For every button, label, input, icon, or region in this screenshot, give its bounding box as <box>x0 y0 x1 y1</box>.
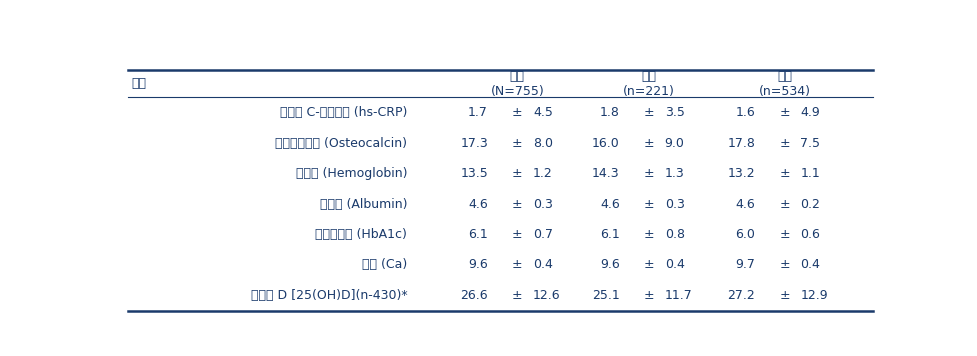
Text: (N=755): (N=755) <box>490 85 544 98</box>
Text: 1.2: 1.2 <box>532 167 553 180</box>
Text: 13.5: 13.5 <box>460 167 488 180</box>
Text: ±: ± <box>512 137 523 150</box>
Text: 14.3: 14.3 <box>592 167 619 180</box>
Text: 9.6: 9.6 <box>600 258 619 272</box>
Text: ±: ± <box>512 167 523 180</box>
Text: 1.6: 1.6 <box>736 106 755 119</box>
Text: 1.8: 1.8 <box>600 106 619 119</box>
Text: 칼슘 (Ca): 칼슘 (Ca) <box>362 258 407 272</box>
Text: 9.6: 9.6 <box>468 258 488 272</box>
Text: 11.7: 11.7 <box>664 289 693 302</box>
Text: 6.0: 6.0 <box>736 228 755 241</box>
Text: 0.8: 0.8 <box>664 228 685 241</box>
Text: ±: ± <box>644 106 655 119</box>
Text: ±: ± <box>780 137 790 150</box>
Text: 4.9: 4.9 <box>800 106 820 119</box>
Text: 1.7: 1.7 <box>468 106 488 119</box>
Text: 비타민 D [25(OH)D](n-430)*: 비타민 D [25(OH)D](n-430)* <box>251 289 407 302</box>
Text: 7.5: 7.5 <box>800 137 821 150</box>
Text: 17.3: 17.3 <box>460 137 488 150</box>
Text: 3.5: 3.5 <box>664 106 685 119</box>
Text: 4.5: 4.5 <box>532 106 553 119</box>
Text: 0.3: 0.3 <box>532 198 553 210</box>
Text: 6.1: 6.1 <box>468 228 488 241</box>
Text: 0.4: 0.4 <box>532 258 553 272</box>
Text: 17.8: 17.8 <box>728 137 755 150</box>
Text: ±: ± <box>512 228 523 241</box>
Text: 8.0: 8.0 <box>532 137 553 150</box>
Text: 9.0: 9.0 <box>664 137 685 150</box>
Text: ±: ± <box>644 228 655 241</box>
Text: 1.1: 1.1 <box>800 167 820 180</box>
Text: 전체: 전체 <box>510 70 525 83</box>
Text: 변수: 변수 <box>132 77 147 90</box>
Text: ±: ± <box>780 198 790 210</box>
Text: 13.2: 13.2 <box>728 167 755 180</box>
Text: 26.6: 26.6 <box>460 289 488 302</box>
Text: 0.4: 0.4 <box>664 258 685 272</box>
Text: 남자: 남자 <box>642 70 657 83</box>
Text: ±: ± <box>780 289 790 302</box>
Text: 16.0: 16.0 <box>592 137 619 150</box>
Text: ±: ± <box>780 167 790 180</box>
Text: ±: ± <box>512 289 523 302</box>
Text: 4.6: 4.6 <box>600 198 619 210</box>
Text: 0.3: 0.3 <box>664 198 685 210</box>
Text: 0.4: 0.4 <box>800 258 820 272</box>
Text: 혈색소 (Hemoglobin): 혈색소 (Hemoglobin) <box>296 167 407 180</box>
Text: ±: ± <box>512 258 523 272</box>
Text: 0.2: 0.2 <box>800 198 820 210</box>
Text: ±: ± <box>644 167 655 180</box>
Text: ±: ± <box>780 228 790 241</box>
Text: ±: ± <box>644 198 655 210</box>
Text: ±: ± <box>512 198 523 210</box>
Text: 4.6: 4.6 <box>468 198 488 210</box>
Text: 4.6: 4.6 <box>736 198 755 210</box>
Text: 0.6: 0.6 <box>800 228 820 241</box>
Text: 27.2: 27.2 <box>728 289 755 302</box>
Text: 12.6: 12.6 <box>532 289 561 302</box>
Text: 9.7: 9.7 <box>736 258 755 272</box>
Text: ±: ± <box>512 106 523 119</box>
Text: ±: ± <box>644 289 655 302</box>
Text: 12.9: 12.9 <box>800 289 828 302</box>
Text: 0.7: 0.7 <box>532 228 553 241</box>
Text: 당화혈색소 (HbA1c): 당화혈색소 (HbA1c) <box>316 228 407 241</box>
Text: ±: ± <box>780 106 790 119</box>
Text: ±: ± <box>644 137 655 150</box>
Text: 25.1: 25.1 <box>592 289 619 302</box>
Text: 1.3: 1.3 <box>664 167 684 180</box>
Text: (n=534): (n=534) <box>759 85 811 98</box>
Text: ±: ± <box>780 258 790 272</box>
Text: 고감도 C-반응단백 (hs-CRP): 고감도 C-반응단백 (hs-CRP) <box>280 106 407 119</box>
Text: (n=221): (n=221) <box>623 85 675 98</box>
Text: 여자: 여자 <box>778 70 792 83</box>
Text: ±: ± <box>644 258 655 272</box>
Text: 알부민 (Albumin): 알부민 (Albumin) <box>319 198 407 210</box>
Text: 오스테오칼신 (Osteocalcin): 오스테오칼신 (Osteocalcin) <box>276 137 407 150</box>
Text: 6.1: 6.1 <box>600 228 619 241</box>
